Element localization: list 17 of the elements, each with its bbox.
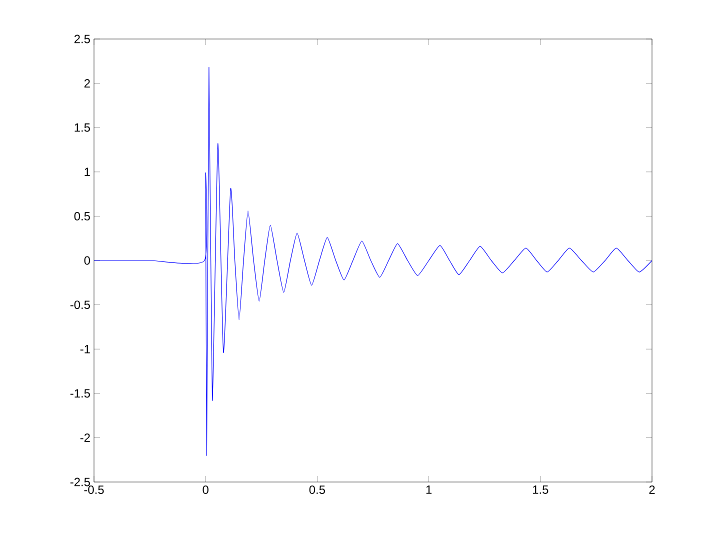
x-tick-label: 1 <box>426 486 432 494</box>
y-tick-label: -2 <box>80 434 90 442</box>
line-series <box>94 67 652 456</box>
y-tick-label: -1.5 <box>70 389 90 398</box>
y-tick-label: -0.5 <box>70 300 90 310</box>
x-tick-label: 0.5 <box>309 486 326 494</box>
y-tick-label: -1 <box>80 344 90 354</box>
y-tick-label: -2.5 <box>70 478 90 486</box>
y-tick-label: 0.5 <box>74 212 90 220</box>
x-tick-label: 1.5 <box>533 486 548 494</box>
x-tick-label: 2 <box>649 486 655 494</box>
y-tick-label: 1.5 <box>74 123 90 132</box>
y-tick-label: 0 <box>84 256 90 265</box>
x-tick-label: 0 <box>202 486 208 494</box>
y-tick-label: 2.5 <box>74 34 90 44</box>
y-tick-label: 1 <box>84 168 90 176</box>
y-tick-label: 2 <box>84 79 90 88</box>
